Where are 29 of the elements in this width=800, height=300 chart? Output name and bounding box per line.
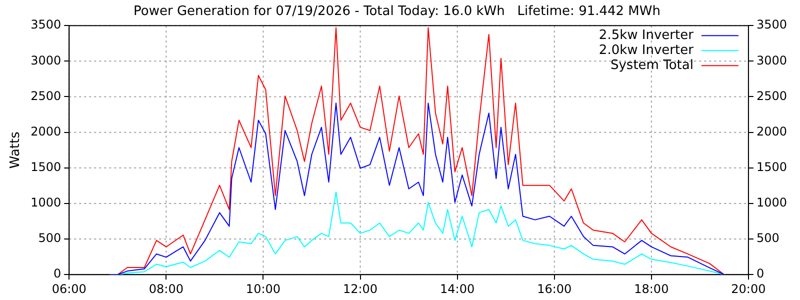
y2-tick-label: 2500	[756, 88, 788, 103]
x-tick-label: 12:00	[342, 282, 378, 296]
x-tick-label: 20:00	[731, 282, 766, 296]
y-tick-label: 1000	[30, 196, 62, 210]
x-tick-label: 06:00	[52, 282, 86, 296]
y-tick-label: 500	[38, 231, 62, 246]
legend-label: 2.0kw Inverter	[598, 42, 694, 58]
chart-title: Power Generation for 07/19/2026 - Total Today: 16.0 kWh Lifetime: 91.442 MWh	[134, 4, 660, 20]
y-tick-label: 0	[54, 266, 62, 281]
y2-tick-label: 500	[756, 231, 780, 246]
x-tick-label: 14:00	[440, 282, 475, 296]
y-tick-label: 3500	[30, 18, 62, 32]
y-tick-label: 1500	[30, 160, 62, 174]
legend-label: 2.5kw Inverter	[598, 28, 694, 43]
x-tick-label: 18:00	[634, 282, 669, 296]
legend-label: System Total	[610, 58, 694, 73]
x-tick-label: 08:00	[148, 282, 184, 296]
y2-tick-label: 3000	[756, 53, 788, 68]
y2-tick-label: 3500	[756, 18, 788, 32]
x-tick-label: 10:00	[246, 282, 281, 296]
y2-tick-label: 2000	[756, 124, 788, 138]
y-axis-title: Watts	[8, 131, 24, 169]
y-tick-label: 2500	[30, 88, 62, 103]
y2-tick-label: 1000	[756, 196, 788, 210]
x-tick-label: 16:00	[537, 282, 572, 296]
y-tick-label: 2000	[30, 124, 62, 138]
y2-tick-label: 0	[756, 266, 764, 281]
y2-tick-label: 1500	[756, 160, 788, 174]
y-tick-label: 3000	[30, 53, 62, 68]
